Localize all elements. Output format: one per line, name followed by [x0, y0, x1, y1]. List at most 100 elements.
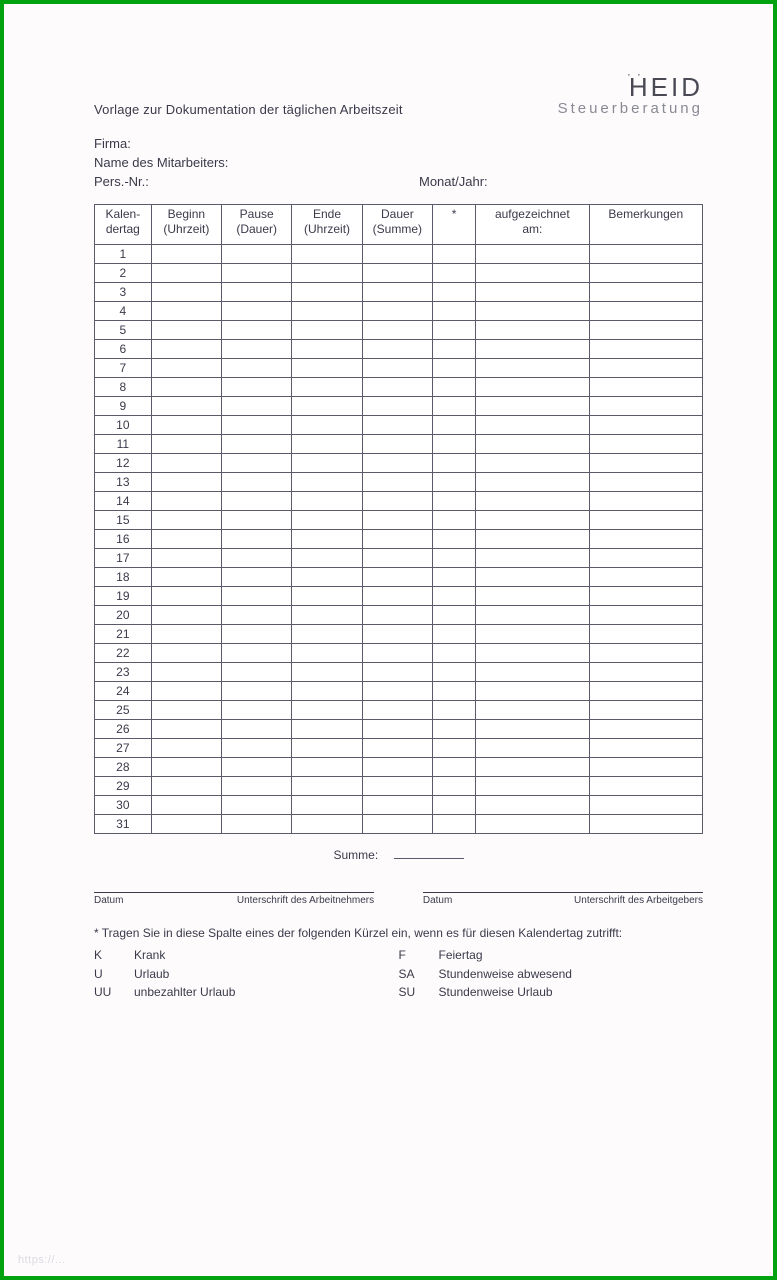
empty-cell: [222, 700, 292, 719]
empty-cell: [476, 358, 589, 377]
empty-cell: [476, 681, 589, 700]
legend-text: Feiertag: [439, 946, 483, 965]
day-cell: 29: [95, 776, 152, 795]
empty-cell: [292, 529, 362, 548]
empty-cell: [222, 605, 292, 624]
empty-cell: [151, 339, 221, 358]
day-cell: 9: [95, 396, 152, 415]
empty-cell: [151, 719, 221, 738]
logo-name: HEID: [629, 74, 703, 101]
table-row: 25: [95, 700, 703, 719]
watermark: https://...: [18, 1254, 66, 1266]
empty-cell: [362, 776, 432, 795]
empty-cell: [292, 757, 362, 776]
empty-cell: [362, 529, 432, 548]
empty-cell: [292, 282, 362, 301]
table-row: 12: [95, 453, 703, 472]
empty-cell: [476, 719, 589, 738]
empty-cell: [362, 453, 432, 472]
empty-cell: [292, 320, 362, 339]
table-row: 6: [95, 339, 703, 358]
day-cell: 31: [95, 814, 152, 833]
signature-employer: Datum Unterschrift des Arbeitgebers: [423, 892, 703, 906]
empty-cell: [222, 548, 292, 567]
empty-cell: [433, 339, 476, 358]
empty-cell: [151, 358, 221, 377]
empty-cell: [362, 510, 432, 529]
empty-cell: [362, 320, 432, 339]
table-row: 17: [95, 548, 703, 567]
field-persnr-label: Pers.-Nr.:: [94, 173, 244, 192]
day-cell: 8: [95, 377, 152, 396]
day-cell: 3: [95, 282, 152, 301]
empty-cell: [292, 339, 362, 358]
empty-cell: [362, 795, 432, 814]
empty-cell: [292, 643, 362, 662]
empty-cell: [589, 776, 702, 795]
table-header: Ende(Uhrzeit): [292, 204, 362, 244]
empty-cell: [362, 301, 432, 320]
empty-cell: [589, 738, 702, 757]
empty-cell: [292, 719, 362, 738]
table-header: Dauer(Summe): [362, 204, 432, 244]
empty-cell: [362, 719, 432, 738]
table-row: 26: [95, 719, 703, 738]
empty-cell: [589, 339, 702, 358]
day-cell: 15: [95, 510, 152, 529]
field-monat-label: Monat/Jahr:: [419, 173, 488, 192]
empty-cell: [362, 491, 432, 510]
empty-cell: [151, 662, 221, 681]
empty-cell: [222, 529, 292, 548]
empty-cell: [151, 643, 221, 662]
empty-cell: [292, 700, 362, 719]
sig-left-date: Datum: [94, 895, 123, 906]
empty-cell: [589, 491, 702, 510]
table-row: 18: [95, 567, 703, 586]
legend-row: FFeiertag: [399, 946, 704, 965]
empty-cell: [476, 339, 589, 358]
day-cell: 10: [95, 415, 152, 434]
empty-cell: [292, 567, 362, 586]
empty-cell: [222, 282, 292, 301]
empty-cell: [589, 681, 702, 700]
day-cell: 16: [95, 529, 152, 548]
table-row: 22: [95, 643, 703, 662]
empty-cell: [589, 662, 702, 681]
empty-cell: [222, 586, 292, 605]
empty-cell: [433, 548, 476, 567]
sig-left-label: Unterschrift des Arbeitnehmers: [237, 895, 374, 906]
empty-cell: [589, 548, 702, 567]
empty-cell: [433, 757, 476, 776]
empty-cell: [433, 624, 476, 643]
empty-cell: [433, 643, 476, 662]
empty-cell: [433, 700, 476, 719]
empty-cell: [222, 320, 292, 339]
table-row: 11: [95, 434, 703, 453]
day-cell: 20: [95, 605, 152, 624]
empty-cell: [362, 624, 432, 643]
empty-cell: [222, 719, 292, 738]
empty-cell: [222, 510, 292, 529]
empty-cell: [222, 776, 292, 795]
empty-cell: [589, 244, 702, 263]
day-cell: 22: [95, 643, 152, 662]
empty-cell: [476, 301, 589, 320]
empty-cell: [292, 415, 362, 434]
legend-row: SUStundenweise Urlaub: [399, 983, 704, 1002]
empty-cell: [589, 586, 702, 605]
empty-cell: [151, 795, 221, 814]
empty-cell: [151, 434, 221, 453]
empty-cell: [476, 586, 589, 605]
empty-cell: [222, 358, 292, 377]
empty-cell: [222, 301, 292, 320]
table-row: 16: [95, 529, 703, 548]
empty-cell: [151, 244, 221, 263]
table-header: Pause(Dauer): [222, 204, 292, 244]
day-cell: 4: [95, 301, 152, 320]
empty-cell: [362, 605, 432, 624]
empty-cell: [476, 453, 589, 472]
empty-cell: [222, 339, 292, 358]
empty-cell: [476, 434, 589, 453]
empty-cell: [433, 263, 476, 282]
table-row: 29: [95, 776, 703, 795]
